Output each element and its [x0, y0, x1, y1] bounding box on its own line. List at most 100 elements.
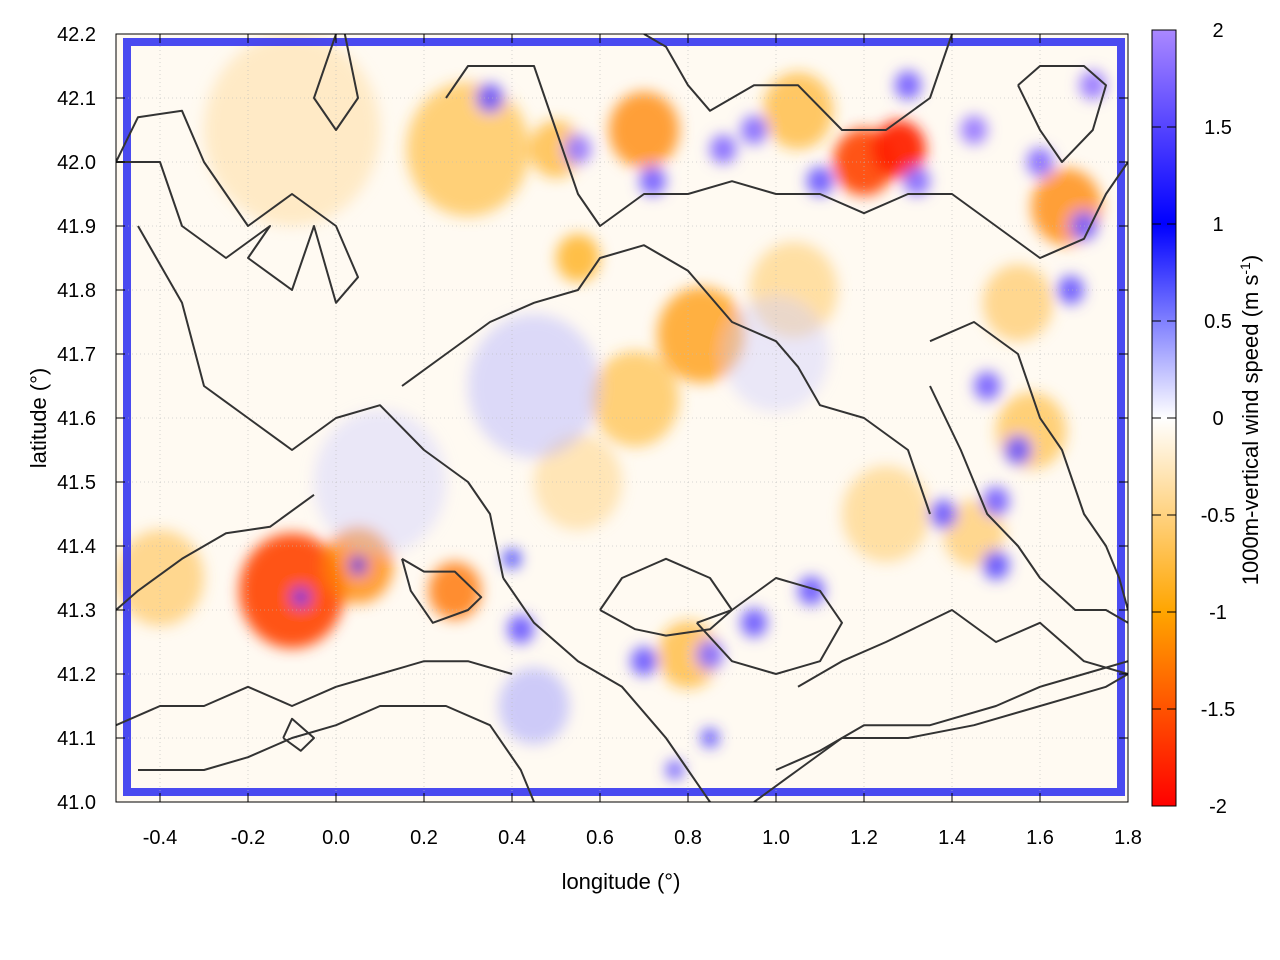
- colorbar-tick-label: 0.5: [1204, 311, 1232, 333]
- x-axis: -0.4 -0.2 0.0 0.2 0.4 0.6 0.8 1.0 1.2 1.4 1.6 1.8: [143, 34, 1142, 849]
- updraft-blob: [903, 166, 930, 196]
- y-tick-label: 41.8: [57, 280, 96, 302]
- colorbar-title-sup: -1: [1237, 262, 1253, 275]
- updraft-blob: [639, 166, 666, 196]
- y-tick-label: 41.1: [57, 728, 96, 750]
- colorbar-ticks: 2 1.5 1 0.5 0 -0.5 -1 -1.5 -2: [1152, 20, 1235, 818]
- colorbar: 2 1.5 1 0.5 0 -0.5 -1 -1.5 -2 1000m-vertical win…: [1151, 20, 1263, 818]
- downdraft-blob: [842, 466, 930, 562]
- downdraft-blob: [529, 120, 583, 178]
- x-tick-label: 1.4: [938, 827, 966, 849]
- x-tick-label: 0.6: [586, 827, 614, 849]
- updraft-blob: [468, 314, 600, 458]
- y-tick-label: 41.2: [57, 664, 96, 686]
- terrain-contour: [137, 225, 505, 579]
- x-tick-label: 0.2: [410, 827, 438, 849]
- downdraft-blob: [239, 533, 345, 649]
- plot-area: [115, 33, 1129, 803]
- y-tick-label: 42.1: [57, 88, 96, 110]
- y-axis-title: latitude (°): [26, 368, 51, 469]
- y-tick-label: 41.6: [57, 408, 96, 430]
- y-tick-label: 41.5: [57, 472, 96, 494]
- x-tick-label: -0.2: [231, 827, 265, 849]
- colorbar-tick-label: 0: [1212, 408, 1223, 430]
- x-tick-label: 0.4: [498, 827, 526, 849]
- colorbar-tick-label: -1.5: [1201, 699, 1235, 721]
- y-tick-label: 41.3: [57, 600, 96, 622]
- terrain-contour: [401, 244, 931, 515]
- terrain-contour: [502, 577, 711, 802]
- terrain-contour: [401, 557, 483, 624]
- colorbar-tick-label: 1: [1212, 214, 1223, 236]
- downdraft-blob: [982, 264, 1054, 342]
- terrain-contour: [116, 493, 315, 611]
- updraft-blob: [740, 608, 768, 638]
- updraft-blob: [960, 115, 988, 145]
- updraft-blob: [982, 486, 1010, 516]
- x-tick-label: 0.8: [674, 827, 702, 849]
- updraft-blob: [798, 576, 825, 606]
- updraft-blob: [498, 667, 570, 745]
- colorbar-title: 1000m-vertical wind speed (m s-1): [1237, 255, 1263, 585]
- terrain-contour: [753, 673, 1128, 802]
- terrain-contour: [138, 705, 535, 802]
- x-tick-label: 1.2: [850, 827, 878, 849]
- downdraft-blob: [762, 72, 834, 150]
- terrain-contour: [797, 609, 1128, 688]
- colorbar-tick-label: 2: [1212, 20, 1223, 42]
- terrain-contour: [599, 557, 733, 637]
- updraft-blob: [349, 555, 367, 575]
- contour-lines: [116, 34, 1128, 802]
- updraft-blob: [696, 640, 724, 670]
- colorbar-tick-label: -0.5: [1201, 505, 1235, 527]
- downdraft-blob: [406, 82, 530, 217]
- x-tick-label: 1.0: [762, 827, 790, 849]
- downdraft-blob: [204, 34, 380, 226]
- terrain-contour: [445, 65, 1128, 259]
- y-axis: 41.0 41.1 41.2 41.3 41.4 41.5 41.6 41.7 41.8 41.9…: [57, 24, 1128, 814]
- updraft-blob: [974, 371, 1001, 401]
- colorbar-tick-label: -1: [1209, 602, 1227, 624]
- terrain-contour: [643, 34, 953, 131]
- y-tick-label: 41.0: [57, 792, 96, 814]
- x-axis-title: longitude (°): [562, 869, 681, 894]
- x-tick-label: 1.8: [1114, 827, 1142, 849]
- updraft-blob: [710, 134, 737, 164]
- updraft-blob: [630, 646, 658, 676]
- downdraft-blob: [428, 562, 482, 620]
- colorbar-tick-label: 1.5: [1204, 117, 1232, 139]
- downdraft-blob: [608, 91, 680, 169]
- updraft-blob: [476, 83, 504, 113]
- updraft-blob: [894, 70, 922, 100]
- downdraft-blob: [872, 120, 926, 178]
- updraft-blob: [292, 587, 310, 607]
- downdraft-blob: [556, 234, 600, 282]
- updraft-blob: [982, 550, 1010, 580]
- colorbar-tick-label: -2: [1209, 796, 1227, 818]
- updraft-blob: [1004, 435, 1032, 465]
- y-tick-label: 42.0: [57, 152, 96, 174]
- y-tick-label: 41.4: [57, 536, 96, 558]
- colorbar-title-main: 1000m-vertical wind speed (m s: [1238, 275, 1263, 586]
- y-tick-label: 41.7: [57, 344, 96, 366]
- y-tick-label: 41.9: [57, 216, 96, 238]
- y-tick-label: 42.2: [57, 24, 96, 46]
- x-tick-label: 1.6: [1026, 827, 1054, 849]
- updraft-blob: [507, 614, 534, 644]
- x-tick-label: -0.4: [143, 827, 177, 849]
- terrain-contour: [282, 717, 315, 752]
- updraft-blob: [1079, 70, 1107, 100]
- terrain-contour: [1017, 65, 1107, 163]
- terrain-contour: [116, 660, 513, 727]
- terrain-contour: [929, 385, 1128, 624]
- updraft-blob: [740, 115, 768, 145]
- updraft-blob: [666, 760, 684, 780]
- updraft-blob: [564, 134, 592, 164]
- domain-border-frame: [123, 38, 1125, 796]
- colorbar-title-end: ): [1238, 255, 1263, 262]
- updraft-blob: [701, 728, 719, 748]
- terrain-contour: [696, 577, 843, 675]
- terrain-contour: [775, 660, 1128, 771]
- updraft-blob: [930, 499, 957, 529]
